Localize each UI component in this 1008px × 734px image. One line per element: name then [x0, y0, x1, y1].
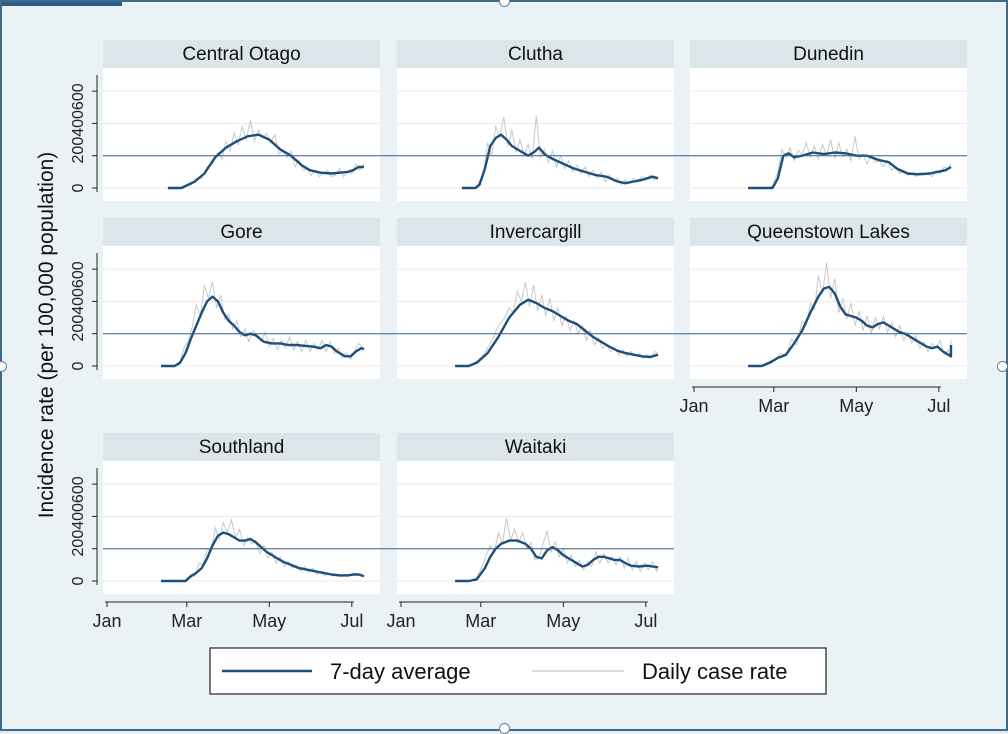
resize-handle-bottom[interactable]	[499, 723, 510, 734]
average-series-line	[748, 151, 952, 190]
x-tick-label: Jan	[386, 611, 415, 631]
x-tick-label: Jul	[340, 611, 363, 631]
daily-series-line	[161, 281, 365, 367]
average-series-line	[167, 133, 364, 190]
x-tick-label: May	[252, 611, 286, 631]
x-tick-label: Mar	[758, 396, 789, 416]
panel-strip	[103, 433, 380, 461]
average-series-line	[161, 295, 365, 368]
panel-title: Queenstown Lakes	[747, 222, 910, 243]
x-tick-label: Mar	[465, 611, 496, 631]
y-tick-label: 200400600	[70, 261, 87, 341]
average-series-line	[455, 539, 659, 583]
panel-plot-area	[103, 461, 380, 594]
panel-plot-area	[397, 68, 674, 201]
panel-title: Dunedin	[793, 44, 864, 65]
daily-series-line	[461, 115, 659, 189]
panel-plot-area	[690, 246, 967, 379]
panel-strip	[397, 433, 674, 461]
legend-box	[209, 647, 827, 695]
x-tick-label: Jul	[927, 396, 950, 416]
panel-strip	[103, 40, 380, 68]
y-axis-title: Incidence rate (per 100,000 population)	[35, 152, 58, 519]
legend-label-average: 7-day average	[330, 659, 471, 684]
average-series-line	[455, 298, 659, 368]
x-tick-label: May	[546, 611, 580, 631]
panel-plot-area	[103, 68, 380, 201]
average-series-line	[461, 133, 659, 190]
x-tick-label: Jan	[679, 396, 708, 416]
panel-strip	[690, 40, 967, 68]
average-series-line	[748, 285, 953, 368]
panel-plot-area	[103, 246, 380, 379]
resize-handle-right[interactable]	[997, 361, 1008, 372]
panel-title: Clutha	[508, 44, 563, 65]
resize-handle-left[interactable]	[0, 361, 7, 372]
panel-strip	[397, 218, 674, 246]
y-tick-label: 0	[70, 361, 87, 370]
y-tick-label: 200400600	[70, 83, 87, 163]
x-tick-label: Jan	[92, 611, 121, 631]
resize-handle-top[interactable]	[499, 0, 510, 7]
panel-title: Central Otago	[182, 44, 300, 65]
panel-title: Southland	[199, 437, 285, 458]
panel-plot-area	[397, 246, 674, 379]
x-tick-label: Mar	[171, 611, 202, 631]
x-tick-label: May	[839, 396, 873, 416]
window-top-strip	[2, 2, 122, 6]
y-tick-label: 200400600	[70, 476, 87, 556]
x-tick-label: Jul	[634, 611, 657, 631]
panel-plot-area	[397, 461, 674, 594]
panel-title: Invercargill	[490, 222, 582, 243]
panel-title: Gore	[220, 222, 262, 243]
y-tick-label: 0	[70, 576, 87, 585]
y-tick-label: 0	[70, 183, 87, 192]
panel-strip	[103, 218, 380, 246]
panel-plot-area	[690, 68, 967, 201]
panel-strip	[397, 40, 674, 68]
average-series-line	[161, 531, 365, 583]
panel-title: Waitaki	[505, 437, 567, 458]
panel-strip	[690, 218, 967, 246]
legend-label-daily: Daily case rate	[642, 659, 788, 684]
